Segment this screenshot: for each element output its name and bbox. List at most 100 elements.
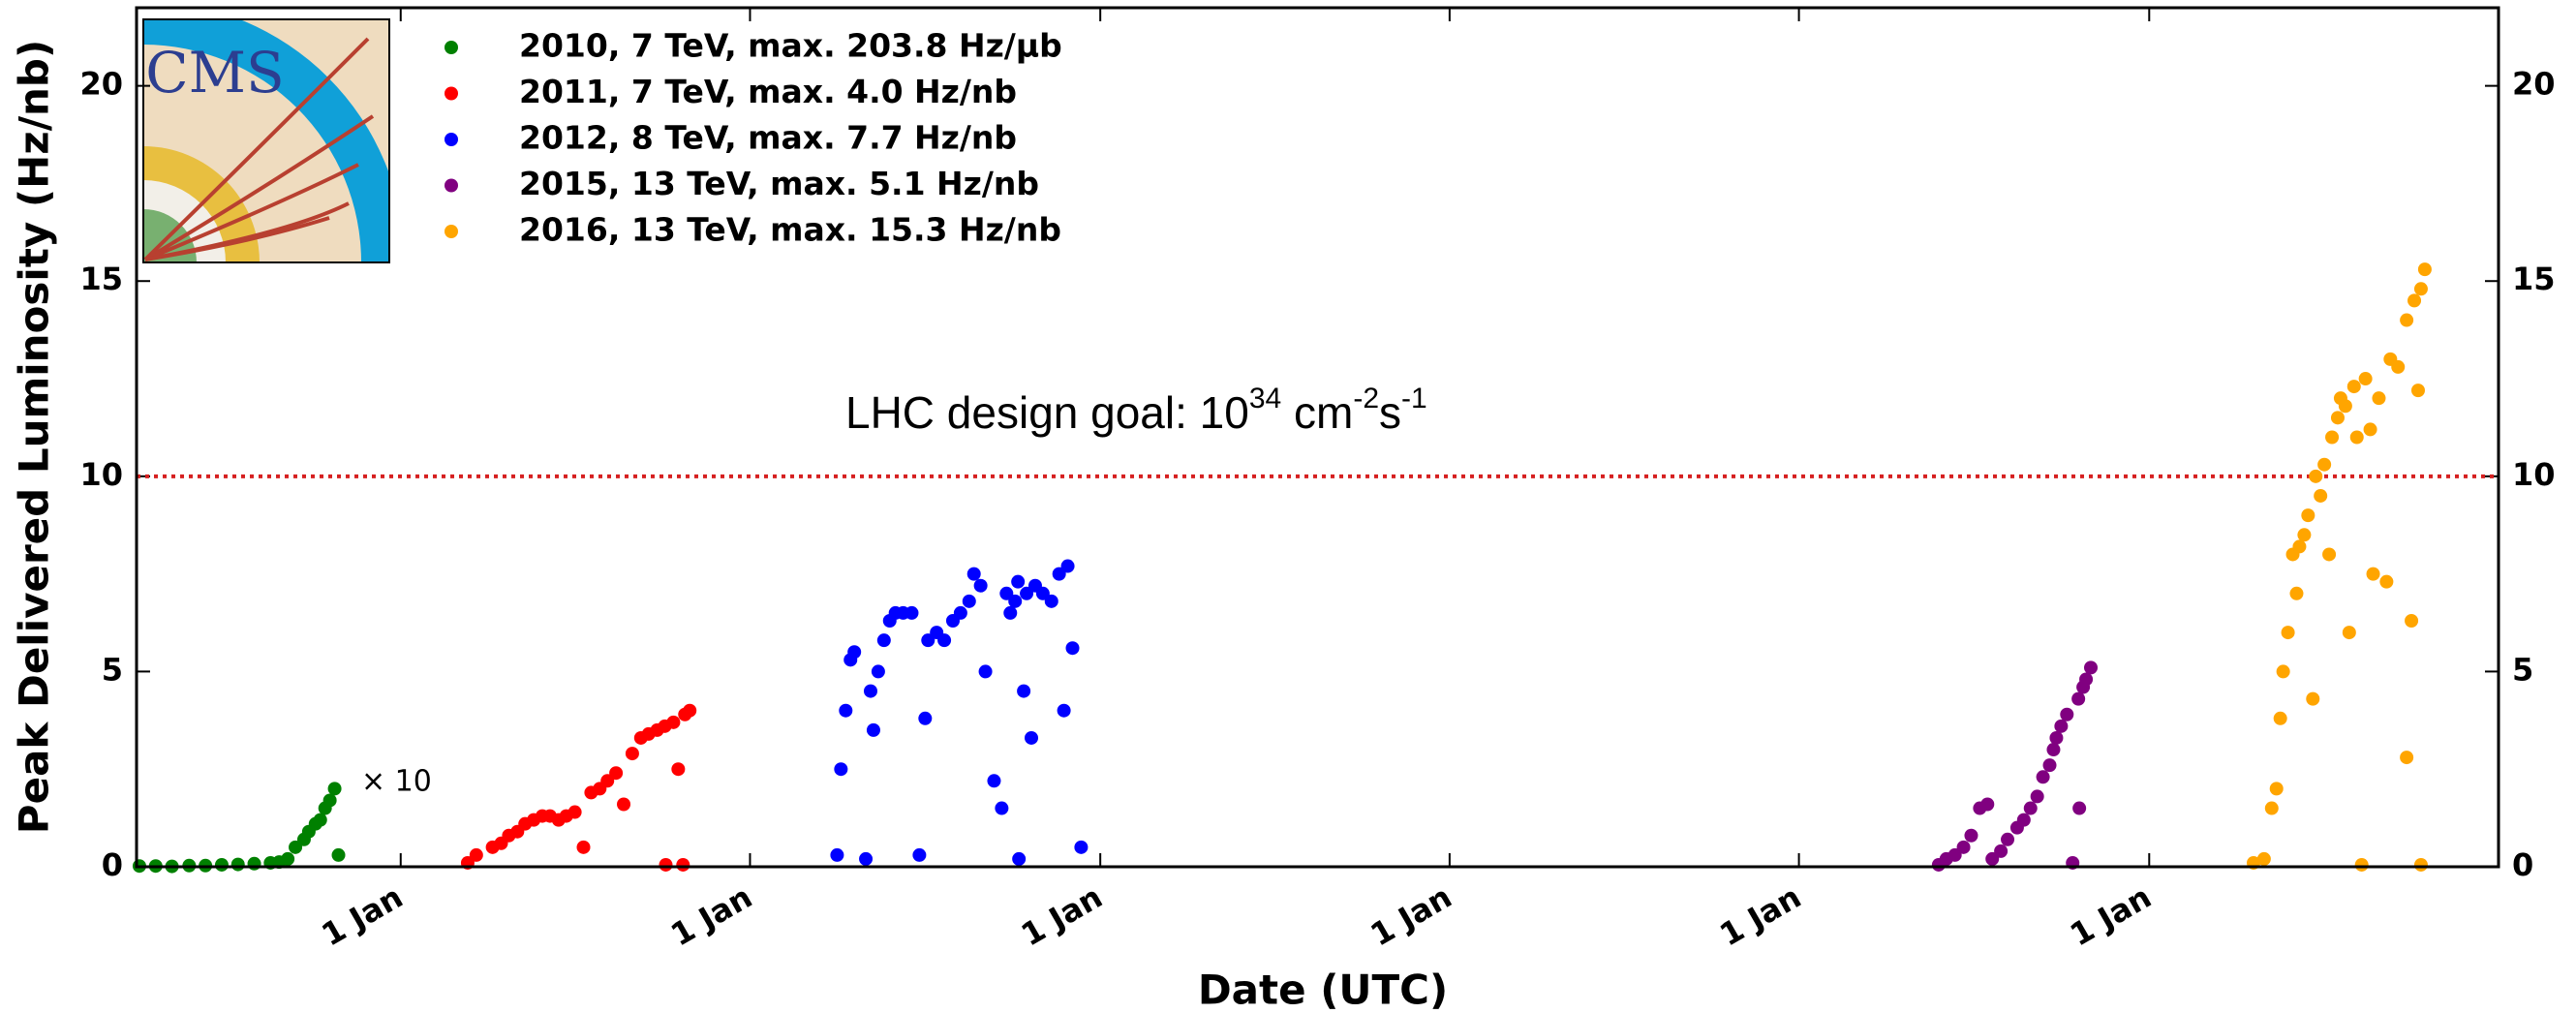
data-point bbox=[2413, 857, 2428, 872]
data-point bbox=[2292, 539, 2307, 554]
data-point bbox=[2023, 801, 2038, 815]
data-point bbox=[683, 703, 697, 718]
data-point bbox=[912, 847, 927, 862]
data-point bbox=[2346, 380, 2361, 394]
legend-marker bbox=[445, 133, 458, 146]
data-point bbox=[322, 793, 337, 808]
data-point bbox=[1020, 586, 1034, 600]
data-point bbox=[281, 851, 295, 866]
design-goal-unit-exp: -2 bbox=[1353, 383, 1379, 414]
data-point bbox=[2046, 743, 2061, 757]
data-point bbox=[2314, 488, 2328, 503]
data-point bbox=[2391, 359, 2406, 374]
y-tick-label: 5 bbox=[102, 651, 123, 688]
data-point bbox=[2405, 613, 2419, 628]
data-point bbox=[2269, 782, 2284, 796]
data-point bbox=[2060, 707, 2074, 721]
data-point bbox=[2071, 691, 2086, 706]
data-point bbox=[2342, 626, 2356, 640]
data-point bbox=[1060, 559, 1075, 573]
data-point bbox=[966, 567, 981, 581]
data-point bbox=[469, 847, 483, 862]
data-point bbox=[289, 840, 303, 854]
data-point bbox=[863, 684, 877, 698]
data-point bbox=[847, 645, 862, 660]
data-point bbox=[2001, 832, 2015, 846]
legend-marker bbox=[445, 178, 458, 193]
data-point bbox=[2084, 660, 2099, 675]
data-point bbox=[2338, 399, 2352, 414]
data-point bbox=[625, 747, 639, 761]
data-point bbox=[676, 857, 690, 872]
data-point bbox=[2366, 567, 2380, 581]
y-tick-label: 10 bbox=[79, 456, 123, 493]
y2-tick-label: 15 bbox=[2512, 261, 2556, 297]
data-point bbox=[859, 851, 874, 866]
plot-frame bbox=[135, 6, 2500, 869]
data-point bbox=[2354, 857, 2369, 872]
data-point bbox=[2276, 664, 2290, 679]
data-point bbox=[1964, 828, 1978, 843]
data-point bbox=[2297, 528, 2312, 542]
data-point bbox=[659, 857, 673, 872]
legend-marker bbox=[445, 86, 458, 101]
data-point bbox=[600, 774, 615, 788]
data-point bbox=[313, 813, 327, 827]
data-point bbox=[995, 801, 1009, 815]
data-point bbox=[2079, 672, 2094, 687]
data-point bbox=[871, 664, 885, 679]
data-point bbox=[2322, 547, 2337, 562]
legend-label: 2016, 13 TeV, max. 15.3 Hz/nb bbox=[519, 211, 1061, 249]
data-point bbox=[1044, 594, 1058, 608]
data-point bbox=[921, 633, 935, 648]
cms-logo: CMS bbox=[142, 18, 390, 263]
y2-tick-label: 5 bbox=[2512, 651, 2533, 688]
data-point bbox=[247, 856, 261, 871]
data-point bbox=[1017, 684, 1031, 698]
data-point bbox=[2372, 391, 2386, 406]
data-point bbox=[2289, 586, 2304, 600]
y-tick-label: 15 bbox=[79, 261, 123, 297]
data-point bbox=[2349, 430, 2364, 445]
legend-label: 2011, 7 TeV, max. 4.0 Hz/nb bbox=[519, 73, 1017, 110]
data-point bbox=[2016, 813, 2031, 827]
data-point bbox=[2330, 411, 2345, 425]
data-point bbox=[2325, 430, 2340, 445]
data-point bbox=[1980, 797, 1995, 812]
data-point bbox=[1074, 840, 1089, 854]
data-point bbox=[937, 633, 952, 648]
data-point bbox=[1011, 574, 1026, 589]
data-point bbox=[999, 586, 1014, 600]
legend-label: 2010, 7 TeV, max. 203.8 Hz/μb bbox=[519, 27, 1062, 65]
legend-label: 2012, 8 TeV, max. 7.7 Hz/nb bbox=[519, 119, 1017, 157]
data-point bbox=[609, 766, 624, 781]
data-point bbox=[2407, 293, 2422, 308]
data-point bbox=[567, 805, 582, 819]
data-point bbox=[671, 762, 686, 777]
data-point bbox=[1985, 851, 2000, 866]
data-point bbox=[327, 782, 342, 796]
design-goal-text: LHC design goal: 10 bbox=[845, 387, 1249, 438]
data-point bbox=[839, 703, 853, 718]
logo-text: CMS bbox=[145, 40, 285, 106]
data-point bbox=[830, 847, 844, 862]
data-point bbox=[2042, 758, 2057, 773]
legend-label: 2015, 13 TeV, max. 5.1 Hz/nb bbox=[519, 165, 1039, 202]
data-point bbox=[2413, 282, 2428, 296]
legend-marker bbox=[445, 225, 458, 238]
data-point bbox=[1057, 703, 1071, 718]
design-goal-label: LHC design goal: 1034 cm-2s-1 bbox=[845, 383, 1427, 438]
data-point bbox=[1947, 847, 1962, 862]
data-point bbox=[973, 578, 988, 593]
data-point bbox=[2054, 719, 2069, 733]
series bbox=[1931, 660, 2099, 872]
scale-note: × 10 bbox=[361, 765, 432, 799]
data-point bbox=[2036, 770, 2050, 784]
data-point bbox=[1052, 567, 1066, 581]
y-axis-label: Peak Delivered Luminosity (Hz/nb) bbox=[11, 40, 58, 834]
data-point bbox=[2309, 469, 2323, 483]
data-point bbox=[2363, 422, 2377, 437]
